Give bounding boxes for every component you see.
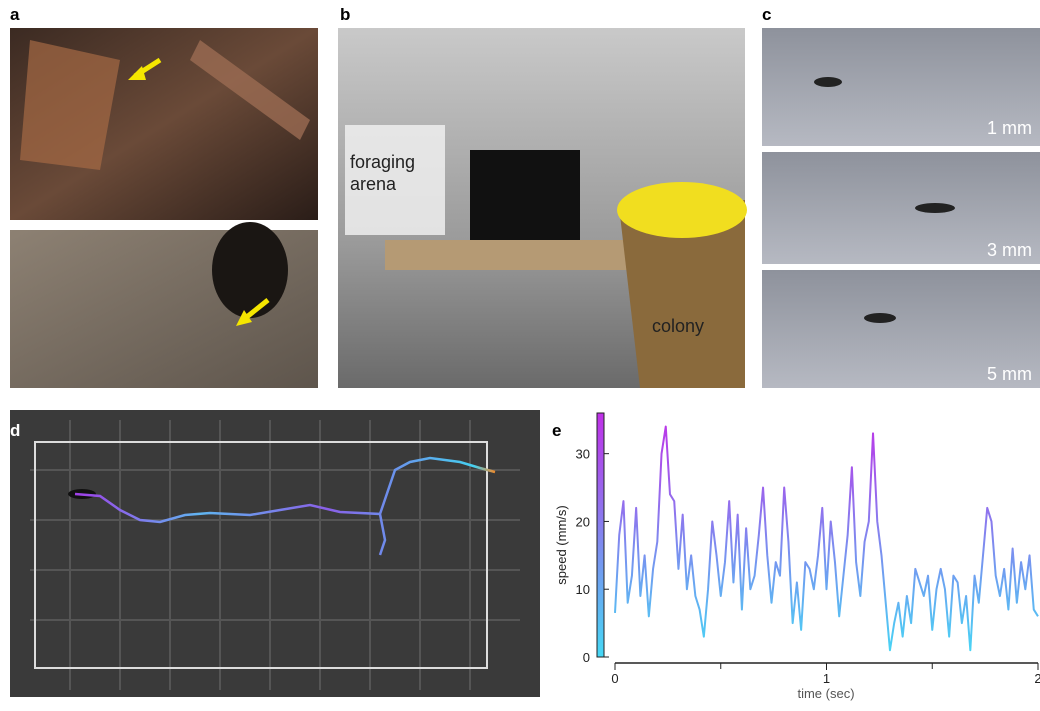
colony-jar xyxy=(620,200,745,388)
roi-box xyxy=(34,441,488,669)
annotation: colony xyxy=(652,316,704,336)
scale-label: 1 mm xyxy=(987,118,1032,138)
jar-lid xyxy=(617,182,747,238)
ant xyxy=(814,77,842,87)
ant xyxy=(864,313,896,323)
x-tick-label: 2 xyxy=(1034,671,1040,686)
scale-label: 3 mm xyxy=(987,240,1032,260)
y-tick-label: 20 xyxy=(576,514,590,529)
tile-lines xyxy=(30,420,520,690)
y-tick-label: 30 xyxy=(576,447,590,462)
photo xyxy=(762,152,1040,264)
rail xyxy=(385,240,645,270)
arrow-head xyxy=(236,310,252,326)
panel-label: e xyxy=(552,421,561,440)
colorbar xyxy=(596,412,605,658)
panel-label: d xyxy=(10,421,20,440)
x-tick-label: 1 xyxy=(823,671,830,686)
annotation: arena xyxy=(350,174,397,194)
arrow-head xyxy=(128,66,146,80)
panel-label: c xyxy=(762,5,771,24)
speed-line xyxy=(614,425,1039,652)
x-axis-label: time (sec) xyxy=(797,686,854,701)
trajectory xyxy=(74,456,496,556)
x-tick-label: 0 xyxy=(611,671,618,686)
y-tick-label: 0 xyxy=(583,650,590,665)
ant xyxy=(915,203,955,213)
photo xyxy=(762,28,1040,146)
bark xyxy=(20,40,120,170)
panel-label: b xyxy=(340,5,350,24)
photo xyxy=(10,410,540,697)
annotation: foraging xyxy=(350,152,415,172)
tile-grid xyxy=(30,420,520,690)
photo xyxy=(762,270,1040,388)
panel-label: a xyxy=(10,5,20,24)
y-axis-label: speed (mm/s) xyxy=(554,505,569,584)
cameras xyxy=(470,150,580,245)
scale-label: 5 mm xyxy=(987,364,1032,384)
arena-box xyxy=(345,125,445,235)
nest-hole xyxy=(212,222,288,318)
y-tick-label: 10 xyxy=(576,582,590,597)
twig xyxy=(190,40,310,140)
